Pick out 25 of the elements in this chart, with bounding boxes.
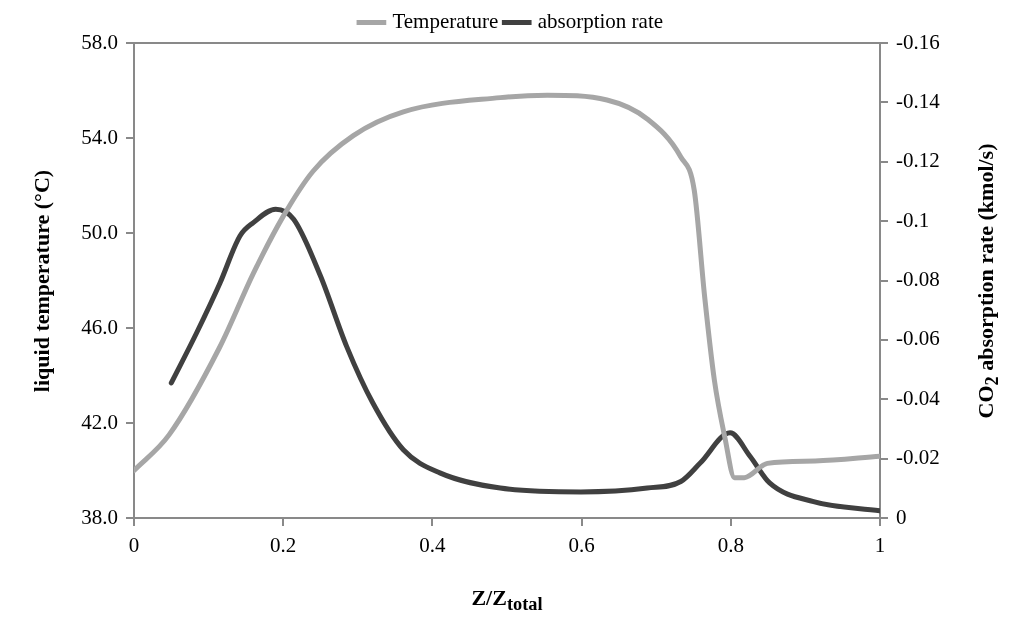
x-axis-title: Z/Z$_{total}$ xyxy=(471,584,543,616)
y2-tick-label: -0.1 xyxy=(896,207,930,232)
y2-tick-label: -0.14 xyxy=(896,88,941,113)
y-tick-label: 54.0 xyxy=(81,124,118,149)
x-tick-label: 0.2 xyxy=(270,533,297,558)
x-tick-label: 0 xyxy=(128,533,140,558)
y-tick-label: 42.0 xyxy=(81,409,118,434)
legend-label: absorption rate xyxy=(537,9,664,34)
y-axis-title: liquid temperature (°C) xyxy=(29,169,55,393)
legend-label: Temperature xyxy=(392,9,499,34)
y-tick-label: 50.0 xyxy=(81,219,118,244)
x-tick-label: 1 xyxy=(874,533,886,558)
x-tick-label: 0.6 xyxy=(568,533,595,558)
y-tick-label: 58.0 xyxy=(81,29,118,54)
y-tick-label: 46.0 xyxy=(81,314,118,339)
y-tick-label: 38.0 xyxy=(81,504,118,529)
y2-tick-label: -0.02 xyxy=(896,445,940,470)
y2-tick-label: -0.16 xyxy=(896,29,940,54)
x-tick-label: 0.8 xyxy=(717,533,744,558)
y2-tick-label: -0.06 xyxy=(896,326,940,351)
y2-tick-label: 0 xyxy=(896,504,907,529)
y2-tick-label: -0.04 xyxy=(896,385,941,410)
x-tick-label: 0.4 xyxy=(419,533,447,558)
y2-tick-label: -0.08 xyxy=(896,267,940,292)
y2-tick-label: -0.12 xyxy=(896,148,940,173)
